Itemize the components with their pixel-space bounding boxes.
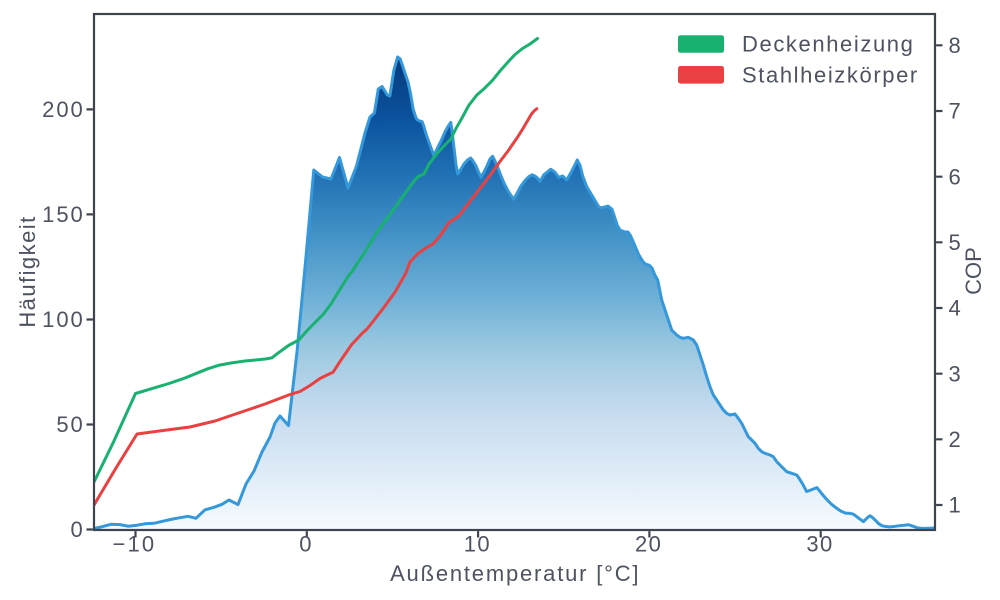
svg-text:−10: −10 [112,532,156,557]
svg-text:Stahlheizkörper: Stahlheizkörper [742,63,919,88]
svg-text:2: 2 [949,427,961,452]
svg-text:100: 100 [42,307,85,332]
svg-text:50: 50 [56,412,84,437]
svg-text:1: 1 [949,493,961,518]
svg-text:Deckenheizung: Deckenheizung [742,32,914,57]
svg-text:10: 10 [464,532,491,557]
svg-text:30: 30 [806,532,833,557]
svg-text:Häufigkeit: Häufigkeit [15,215,40,327]
svg-text:COP: COP [961,247,986,295]
svg-text:0: 0 [71,517,85,542]
svg-text:0: 0 [299,532,313,557]
svg-text:3: 3 [949,361,961,386]
svg-text:6: 6 [949,164,961,189]
svg-text:4: 4 [949,296,961,321]
svg-text:7: 7 [949,99,961,124]
svg-text:5: 5 [949,230,961,255]
svg-text:Außentemperatur [°C]: Außentemperatur [°C] [390,561,640,586]
svg-text:8: 8 [949,33,961,58]
svg-text:200: 200 [42,97,85,122]
svg-text:20: 20 [635,532,662,557]
svg-text:150: 150 [42,202,85,227]
